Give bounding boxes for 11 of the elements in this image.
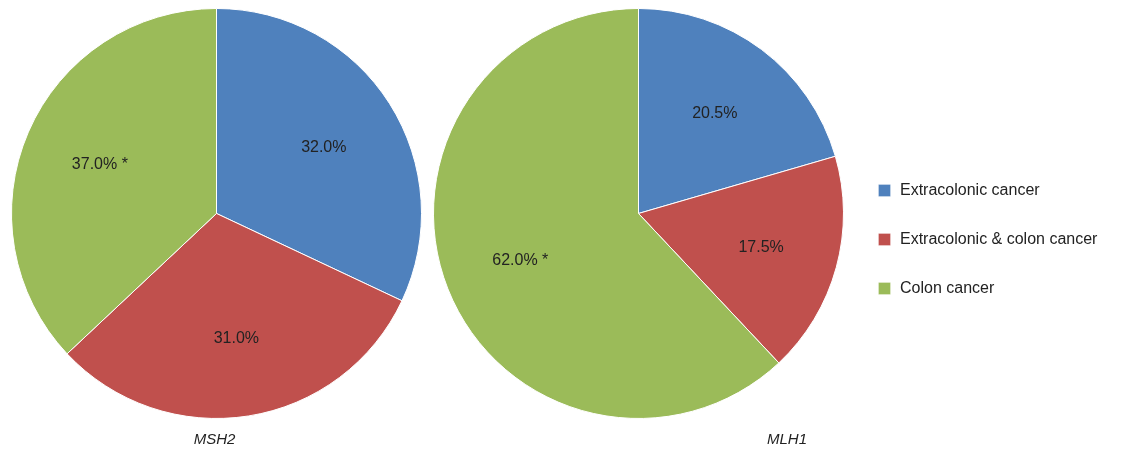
data-label: 17.5% <box>738 238 784 256</box>
legend-label: Colon cancer <box>900 279 995 297</box>
data-label: 62.0% * <box>492 251 549 269</box>
data-label: 37.0% * <box>71 154 128 172</box>
data-label: 32.0% <box>301 137 347 155</box>
legend-label: Extracolonic cancer <box>900 181 1040 199</box>
data-label: 20.5% <box>692 104 738 122</box>
legend-label: Extracolonic & colon cancer <box>900 230 1098 248</box>
text: MSH2 <box>193 429 236 447</box>
text: MLH1 <box>766 429 808 447</box>
data-label: 31.0% <box>213 329 260 347</box>
